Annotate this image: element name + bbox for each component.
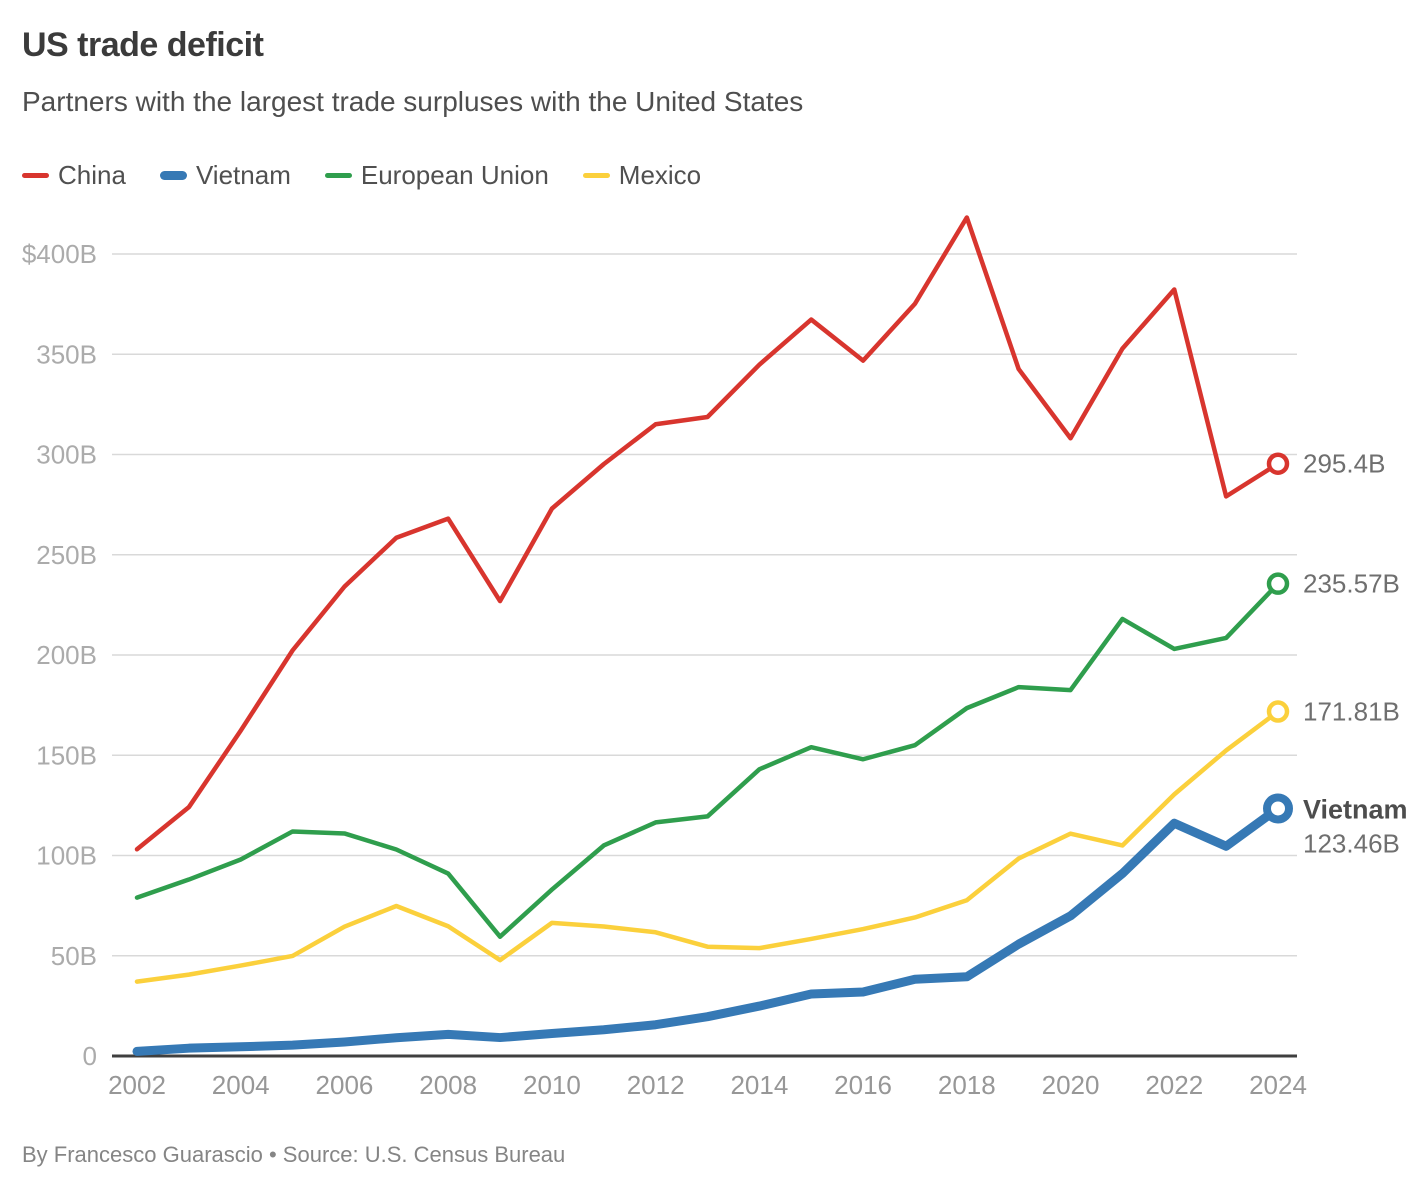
end-label-name-vietnam: Vietnam <box>1303 794 1408 824</box>
european-union-line-swatch <box>324 173 352 178</box>
y-tick-label-0: 0 <box>83 1041 97 1071</box>
byline-source: By Francesco Guarascio • Source: U.S. Ce… <box>22 1142 566 1167</box>
x-tick-label-2012: 2012 <box>627 1070 685 1100</box>
series-line-vietnam <box>132 803 1283 1056</box>
end-marker-vietnam <box>1263 793 1293 824</box>
legend-label-china: China <box>58 160 126 190</box>
y-tick-label-350: 350B <box>36 339 97 369</box>
x-tick-label-2010: 2010 <box>523 1070 581 1100</box>
legend-label-european-union: European Union <box>360 160 549 190</box>
x-tick-label-2008: 2008 <box>419 1070 477 1100</box>
end-label-value-vietnam: 123.46B <box>1303 828 1400 858</box>
legend-label-mexico: Mexico <box>618 160 702 190</box>
legend: China Vietnam European Union Mexico <box>22 160 701 191</box>
series-line-european-union <box>134 581 1281 939</box>
china-line-swatch <box>22 173 49 178</box>
end-marker-european-union <box>1266 572 1290 595</box>
end-marker-china <box>1266 452 1290 475</box>
end-label-value-european-union: 235.57B <box>1303 569 1400 599</box>
y-tick-label-200: 200B <box>36 640 97 670</box>
legend-item-mexico: Mexico <box>582 160 702 191</box>
y-tick-label-150: 150B <box>36 740 97 770</box>
legend-item-european-union: European Union <box>324 160 549 191</box>
y-tick-label-100: 100B <box>36 841 97 871</box>
chart-title: US trade deficit <box>22 26 264 64</box>
x-tick-label-2004: 2004 <box>212 1070 270 1100</box>
y-tick-label-250: 250B <box>36 540 97 570</box>
y-tick-label-400: $400B <box>22 239 97 269</box>
y-tick-label-50: 50B <box>51 941 97 971</box>
x-tick-label-2014: 2014 <box>730 1070 788 1100</box>
series-line-china <box>134 215 1281 852</box>
x-tick-label-2016: 2016 <box>834 1070 892 1100</box>
x-tick-label-2020: 2020 <box>1042 1070 1100 1100</box>
x-tick-label-2006: 2006 <box>316 1070 374 1100</box>
x-tick-label-2018: 2018 <box>938 1070 996 1100</box>
series-line-mexico <box>134 709 1281 984</box>
legend-item-china: China <box>22 160 126 191</box>
vietnam-line-swatch <box>159 171 187 180</box>
end-label-value-mexico: 171.81B <box>1303 697 1400 727</box>
end-label-value-china: 295.4B <box>1303 449 1385 479</box>
y-tick-label-300: 300B <box>36 440 97 470</box>
x-tick-label-2024: 2024 <box>1249 1070 1307 1100</box>
legend-label-vietnam: Vietnam <box>195 160 291 190</box>
legend-item-vietnam: Vietnam <box>159 160 291 191</box>
x-tick-label-2002: 2002 <box>108 1070 166 1100</box>
mexico-line-swatch <box>582 173 610 178</box>
end-marker-mexico <box>1266 700 1290 723</box>
chart-subtitle: Partners with the largest trade surpluse… <box>22 86 804 117</box>
x-tick-label-2022: 2022 <box>1145 1070 1203 1100</box>
